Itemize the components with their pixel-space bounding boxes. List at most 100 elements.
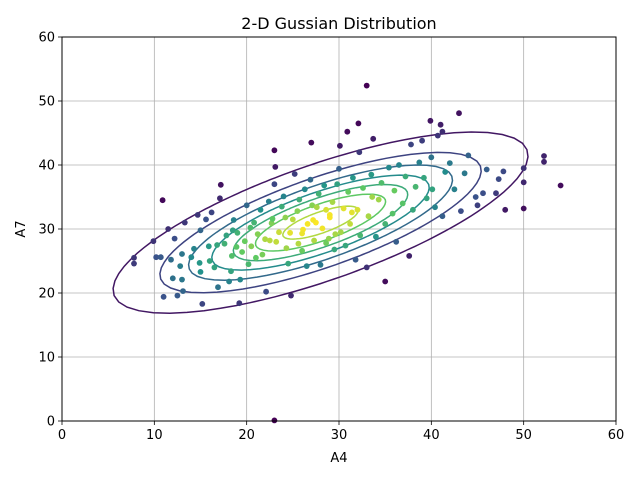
data-point bbox=[386, 164, 392, 171]
data-point bbox=[165, 226, 172, 232]
data-point bbox=[493, 190, 499, 197]
data-point bbox=[309, 202, 316, 209]
x-axis-ticks: 0 10 20 30 40 50 60 bbox=[58, 421, 624, 443]
data-point bbox=[520, 179, 527, 186]
data-point bbox=[206, 258, 213, 264]
data-point bbox=[282, 214, 289, 221]
data-point bbox=[243, 202, 250, 209]
data-point bbox=[229, 227, 236, 234]
data-point bbox=[406, 253, 413, 259]
data-point bbox=[337, 142, 343, 149]
density-contours bbox=[112, 131, 529, 314]
data-point bbox=[472, 194, 479, 200]
x-tick-label: 30 bbox=[331, 428, 348, 443]
data-point bbox=[211, 264, 218, 271]
data-point bbox=[266, 237, 273, 244]
contour-line bbox=[112, 131, 529, 314]
data-point bbox=[299, 247, 305, 254]
data-point bbox=[502, 206, 509, 213]
data-point bbox=[360, 185, 366, 191]
data-point bbox=[273, 238, 280, 245]
data-point bbox=[437, 121, 444, 128]
data-point bbox=[234, 229, 241, 236]
data-point bbox=[432, 204, 438, 211]
data-point bbox=[303, 263, 310, 269]
data-point bbox=[296, 196, 303, 203]
data-point bbox=[370, 135, 377, 142]
data-point bbox=[268, 220, 275, 227]
data-point bbox=[495, 176, 502, 183]
data-point bbox=[304, 221, 311, 227]
data-point bbox=[307, 176, 314, 183]
data-point bbox=[557, 182, 564, 189]
data-point bbox=[299, 230, 305, 237]
data-point bbox=[288, 292, 294, 299]
data-point bbox=[410, 206, 416, 213]
data-point bbox=[317, 261, 324, 268]
data-point bbox=[500, 168, 507, 175]
data-point bbox=[241, 238, 248, 245]
data-point bbox=[295, 240, 302, 247]
x-tick-label: 20 bbox=[238, 428, 255, 443]
data-point bbox=[226, 278, 233, 285]
data-point bbox=[396, 162, 402, 168]
data-point bbox=[319, 225, 326, 232]
data-point bbox=[269, 215, 276, 222]
data-point bbox=[326, 212, 333, 218]
data-point bbox=[416, 159, 423, 166]
data-point bbox=[483, 166, 490, 173]
data-point bbox=[254, 231, 261, 238]
data-point bbox=[382, 221, 389, 227]
data-point bbox=[221, 240, 228, 247]
data-point bbox=[181, 219, 188, 226]
x-tick-label: 60 bbox=[608, 428, 625, 443]
data-point bbox=[205, 243, 212, 250]
data-point bbox=[355, 120, 362, 127]
data-point bbox=[265, 198, 272, 205]
chart-title: 2-D Gussian Distribution bbox=[241, 14, 436, 33]
data-point bbox=[150, 238, 157, 245]
data-point bbox=[179, 251, 185, 257]
y-tick-label: 40 bbox=[38, 159, 55, 174]
data-point bbox=[434, 132, 441, 139]
data-point bbox=[285, 260, 292, 267]
data-point bbox=[236, 300, 243, 307]
data-point bbox=[368, 171, 375, 178]
x-axis-label: A4 bbox=[330, 451, 347, 466]
grid-lines bbox=[61, 36, 617, 422]
data-point bbox=[446, 160, 453, 167]
data-point bbox=[356, 149, 363, 156]
data-point bbox=[157, 254, 164, 261]
data-point bbox=[276, 229, 282, 236]
data-point bbox=[347, 221, 353, 227]
data-point bbox=[329, 199, 336, 206]
y-tick-label: 20 bbox=[38, 287, 55, 302]
data-point bbox=[131, 260, 137, 267]
data-point bbox=[391, 187, 398, 194]
data-point bbox=[197, 227, 204, 234]
data-point bbox=[263, 288, 269, 295]
data-point bbox=[272, 164, 279, 170]
data-point bbox=[257, 206, 264, 213]
data-point bbox=[323, 206, 329, 213]
data-point bbox=[251, 219, 257, 226]
x-tick-label: 10 bbox=[146, 428, 163, 443]
data-point bbox=[188, 254, 195, 261]
data-point bbox=[199, 301, 206, 307]
y-tick-label: 50 bbox=[38, 95, 55, 110]
data-point bbox=[408, 141, 414, 148]
data-point bbox=[259, 251, 266, 258]
data-point bbox=[160, 293, 167, 300]
y-tick-label: 10 bbox=[38, 351, 55, 366]
y-tick-label: 30 bbox=[38, 223, 55, 238]
contour-line bbox=[211, 174, 430, 271]
data-point bbox=[153, 254, 160, 261]
data-point bbox=[389, 210, 396, 217]
data-point bbox=[217, 195, 223, 202]
data-point bbox=[349, 209, 355, 216]
data-point bbox=[331, 246, 338, 253]
data-point bbox=[271, 147, 278, 154]
data-point bbox=[215, 284, 221, 291]
data-point bbox=[203, 216, 209, 223]
data-point bbox=[334, 181, 341, 188]
